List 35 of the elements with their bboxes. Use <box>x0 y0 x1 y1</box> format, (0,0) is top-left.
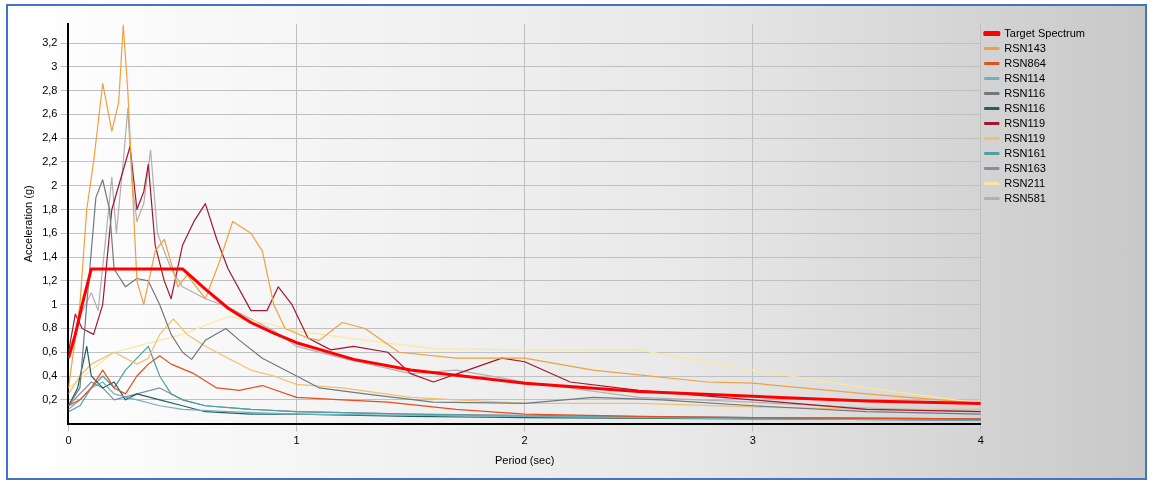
y-tick-label: 0,6 <box>42 345 58 358</box>
legend-label: Target Spectrum <box>1004 26 1085 39</box>
y-tick-label: 2,4 <box>42 131 58 144</box>
y-tick-label: 3 <box>51 59 58 72</box>
legend-label: RSN163 <box>1004 161 1046 174</box>
x-tick-label: 1 <box>293 434 300 447</box>
x-axis-title: Period (sec) <box>495 454 555 467</box>
x-tick-label: 2 <box>521 434 528 447</box>
y-tick-label: 1,6 <box>42 226 58 239</box>
legend-label: RSN864 <box>1004 56 1046 69</box>
y-tick-label: 2,8 <box>42 83 58 96</box>
y-tick-label: 0,8 <box>42 321 58 334</box>
x-tick-label: 0 <box>65 434 72 447</box>
y-tick-label: 1,2 <box>42 273 58 286</box>
legend-label: RSN143 <box>1004 41 1046 54</box>
y-tick-label: 0,4 <box>42 369 58 382</box>
y-axis-title: Acceleration (g) <box>21 185 34 263</box>
legend-label: RSN581 <box>1004 191 1046 204</box>
legend-label: RSN119 <box>1004 116 1046 129</box>
legend-label: RSN116 <box>1004 86 1046 99</box>
y-tick-label: 1 <box>51 297 58 310</box>
x-tick-label: 3 <box>749 434 756 447</box>
y-tick-label: 2,2 <box>42 154 58 167</box>
legend-label: RSN161 <box>1004 146 1046 159</box>
x-tick-label: 4 <box>977 434 984 447</box>
y-tick-label: 3,2 <box>42 36 58 49</box>
y-tick-label: 1,8 <box>42 202 58 215</box>
y-tick-label: 2 <box>51 178 58 191</box>
legend-label: RSN114 <box>1004 71 1046 84</box>
legend-label: RSN119 <box>1004 131 1046 144</box>
legend-label: RSN211 <box>1004 176 1046 189</box>
y-tick-label: 1,4 <box>42 250 58 263</box>
legend-label: RSN116 <box>1004 101 1046 114</box>
y-tick-label: 2,6 <box>42 107 58 120</box>
y-tick-label: 0,2 <box>42 392 58 405</box>
